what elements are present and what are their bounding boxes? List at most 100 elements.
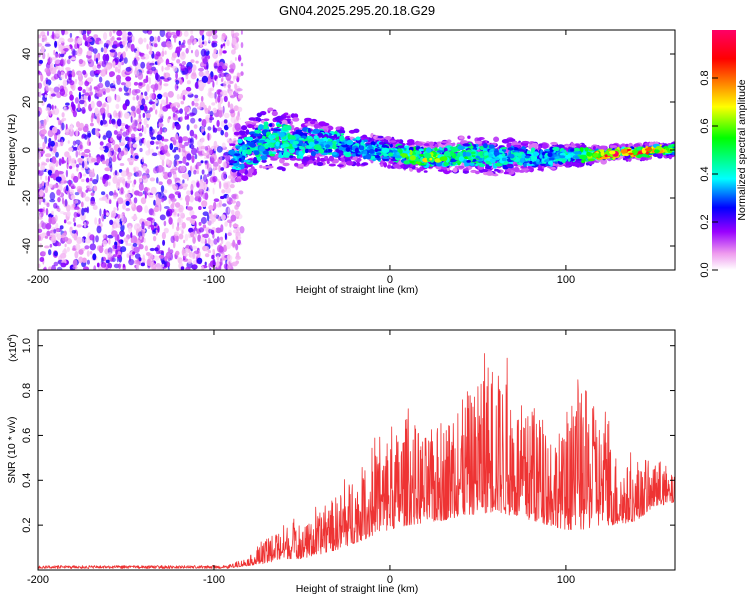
heatmap-signal-cell (494, 162, 502, 167)
heatmap-noise-cell (119, 163, 125, 166)
heatmap-noise-cell (183, 173, 189, 180)
heatmap-noise-cell (237, 239, 241, 246)
heatmap-noise-cell (161, 65, 164, 72)
heatmap-noise-cell (106, 43, 109, 48)
heatmap-noise-cell (198, 37, 202, 45)
heatmap-noise-cell (69, 80, 75, 86)
heatmap-signal-cell (467, 135, 471, 139)
heatmap-noise-cell (102, 135, 107, 140)
heatmap-noise-cell (50, 140, 55, 147)
heatmap-noise-cell (38, 170, 44, 176)
heatmap-noise-cell (176, 30, 181, 37)
heatmap-noise-cell (41, 100, 45, 106)
heatmap-noise-cell (198, 118, 202, 122)
heatmap-noise-cell (223, 80, 227, 88)
heatmap-signal-cell (654, 149, 660, 153)
heatmap-noise-cell (68, 147, 74, 152)
heatmap-noise-cell (208, 209, 212, 214)
heatmap-noise-cell (101, 160, 107, 165)
heatmap-noise-cell (52, 184, 59, 189)
heatmap-signal-cell (302, 156, 310, 162)
heatmap-noise-cell (215, 78, 218, 86)
heatmap-noise-cell (152, 167, 159, 174)
heatmap-noise-cell (44, 43, 51, 47)
heatmap-noise-cell (74, 78, 78, 83)
heatmap-noise-cell (51, 30, 55, 40)
heatmap-signal-cell (492, 173, 499, 177)
heatmap-noise-cell (240, 42, 244, 49)
heatmap-noise-cell (63, 105, 66, 110)
heatmap-noise-cell (47, 266, 53, 270)
heatmap-noise-cell (151, 230, 157, 235)
heatmap-noise-cell (149, 247, 155, 252)
heatmap-signal-cell (579, 154, 588, 160)
heatmap-noise-cell (118, 111, 121, 118)
heatmap-noise-cell (47, 110, 53, 115)
heatmap-noise-cell (116, 74, 121, 81)
heatmap-noise-cell (70, 123, 73, 132)
heatmap-noise-cell (139, 147, 143, 153)
heatmap-noise-cell (134, 236, 138, 244)
heatmap-signal-cell (501, 153, 506, 157)
heatmap-noise-cell (61, 156, 65, 165)
heatmap-noise-cell (95, 235, 99, 243)
heatmap-signal-cell (434, 144, 439, 148)
heatmap-noise-cell (204, 183, 208, 190)
heatmap-noise-cell (143, 118, 148, 126)
heatmap-noise-cell (167, 77, 172, 81)
heatmap-signal-cell (276, 166, 285, 170)
heatmap-noise-cell (159, 58, 164, 63)
heatmap-noise-cell (145, 96, 149, 101)
heatmap-noise-cell (190, 215, 198, 219)
heatmap-noise-cell (138, 82, 143, 86)
heatmap-noise-cell (112, 80, 115, 85)
heatmap-noise-cell (83, 266, 89, 270)
heatmap-noise-cell (112, 254, 117, 258)
heatmap-noise-cell (116, 234, 120, 242)
heatmap-signal-cell (470, 145, 474, 149)
heatmap-noise-cell (181, 51, 185, 57)
heatmap-signal-cell (570, 143, 576, 147)
heatmap-noise-cell (187, 38, 192, 46)
heatmap-noise-cell (183, 30, 189, 37)
heatmap-noise-cell (39, 257, 45, 262)
heatmap-noise-cell (224, 131, 229, 138)
heatmap-noise-cell (119, 176, 126, 183)
heatmap-noise-cell (75, 164, 80, 168)
heatmap-noise-cell (167, 91, 174, 98)
heatmap-noise-cell (88, 59, 95, 68)
heatmap-noise-cell (226, 194, 230, 202)
heatmap-noise-cell (157, 123, 164, 128)
heatmap-noise-cell (40, 45, 45, 54)
heatmap-noise-cell (40, 220, 45, 228)
heatmap-noise-cell (38, 162, 41, 167)
heatmap-noise-cell (65, 102, 70, 106)
heatmap-noise-cell (115, 223, 122, 228)
heatmap-noise-cell (165, 210, 171, 217)
heatmap-signal-cell (257, 142, 262, 146)
heatmap-noise-cell (223, 95, 228, 103)
heatmap-signal-cell (253, 150, 260, 156)
heatmap-noise-cell (216, 127, 223, 132)
heatmap-noise-cell (235, 236, 239, 241)
heatmap-noise-cell (185, 266, 191, 270)
heatmap-noise-cell (178, 147, 181, 153)
heatmap-noise-cell (185, 247, 189, 254)
heatmap-noise-cell (101, 191, 106, 196)
heatmap-noise-cell (194, 230, 197, 239)
heatmap-noise-cell (151, 66, 157, 72)
heatmap-noise-cell (232, 75, 236, 82)
heatmap-noise-cell (116, 37, 122, 41)
heatmap-noise-cell (219, 107, 224, 111)
heatmap-noise-cell (211, 42, 218, 48)
heatmap-signal-cell (486, 171, 494, 176)
heatmap-noise-cell (236, 115, 240, 121)
heatmap-noise-cell (55, 30, 60, 37)
heatmap-noise-cell (57, 133, 61, 141)
heatmap-noise-cell (108, 191, 114, 196)
heatmap-signal-cell (588, 148, 593, 152)
heatmap-noise-cell (183, 239, 186, 244)
heatmap-noise-cell (166, 178, 172, 185)
heatmap-noise-cell (229, 184, 235, 189)
heatmap-noise-cell (82, 109, 86, 114)
